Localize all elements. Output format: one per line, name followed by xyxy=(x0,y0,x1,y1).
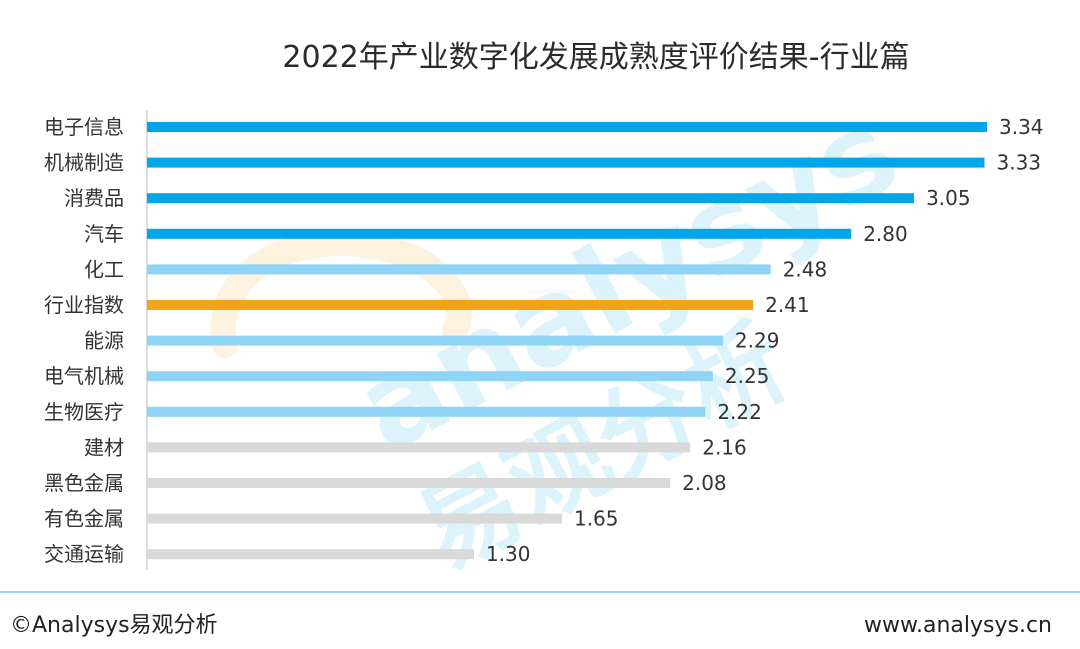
value-labels: 3.34 3.33 3.05 2.80 2.48 2.41 2.29 2.25 2.22 2.16… xyxy=(486,115,1044,566)
bars xyxy=(147,122,987,560)
bar-12 xyxy=(147,513,562,524)
category-label: 有色金属 xyxy=(44,507,124,531)
bar-4 xyxy=(147,228,852,239)
value-label: 2.08 xyxy=(682,471,727,495)
category-label: 能源 xyxy=(84,329,124,353)
category-label: 电气机械 xyxy=(44,364,124,388)
value-label: 3.05 xyxy=(926,186,971,210)
category-label: 生物医疗 xyxy=(44,400,124,424)
value-label: 2.41 xyxy=(765,293,810,317)
value-label: 2.16 xyxy=(702,435,747,459)
bar-8 xyxy=(147,371,713,382)
category-label: 建材 xyxy=(84,435,124,459)
bar-2 xyxy=(147,157,985,168)
category-label: 机械制造 xyxy=(44,151,124,175)
footer-source: ©Analysys易观分析 xyxy=(10,613,218,638)
category-labels: 电子信息机械制造消费品汽车化工行业指数能源电气机械生物医疗建材黑色金属有色金属交… xyxy=(44,115,124,566)
value-label: 1.30 xyxy=(486,542,531,566)
footer-url: www.analysys.cn xyxy=(864,613,1052,638)
bar-5 xyxy=(147,264,771,275)
value-label: 3.33 xyxy=(996,151,1041,175)
value-label: 1.65 xyxy=(574,507,619,531)
bar-11 xyxy=(147,478,671,488)
chart-title: 2022年产业数字化发展成熟度评价结果-行业篇 xyxy=(282,40,909,75)
category-label: 电子信息 xyxy=(44,115,124,139)
value-label: 2.25 xyxy=(725,364,770,388)
category-label: 交通运输 xyxy=(44,542,124,566)
watermark-swoosh-icon xyxy=(210,230,472,358)
category-label: 汽车 xyxy=(84,222,124,246)
value-label: 3.34 xyxy=(999,115,1044,139)
bar-13 xyxy=(147,549,474,560)
bar-3 xyxy=(147,193,915,204)
value-label: 2.48 xyxy=(783,257,828,281)
category-label: 消费品 xyxy=(64,186,124,210)
category-label: 黑色金属 xyxy=(44,471,124,495)
category-label: 行业指数 xyxy=(44,293,124,317)
category-label: 化工 xyxy=(84,257,124,281)
bar-7 xyxy=(147,335,723,346)
bar-9 xyxy=(147,406,706,417)
bar-1 xyxy=(147,122,987,132)
bar-10 xyxy=(147,442,691,453)
bar-6 xyxy=(147,300,754,310)
value-label: 2.80 xyxy=(863,222,908,246)
value-label: 2.29 xyxy=(735,329,780,353)
value-label: 2.22 xyxy=(717,400,762,424)
